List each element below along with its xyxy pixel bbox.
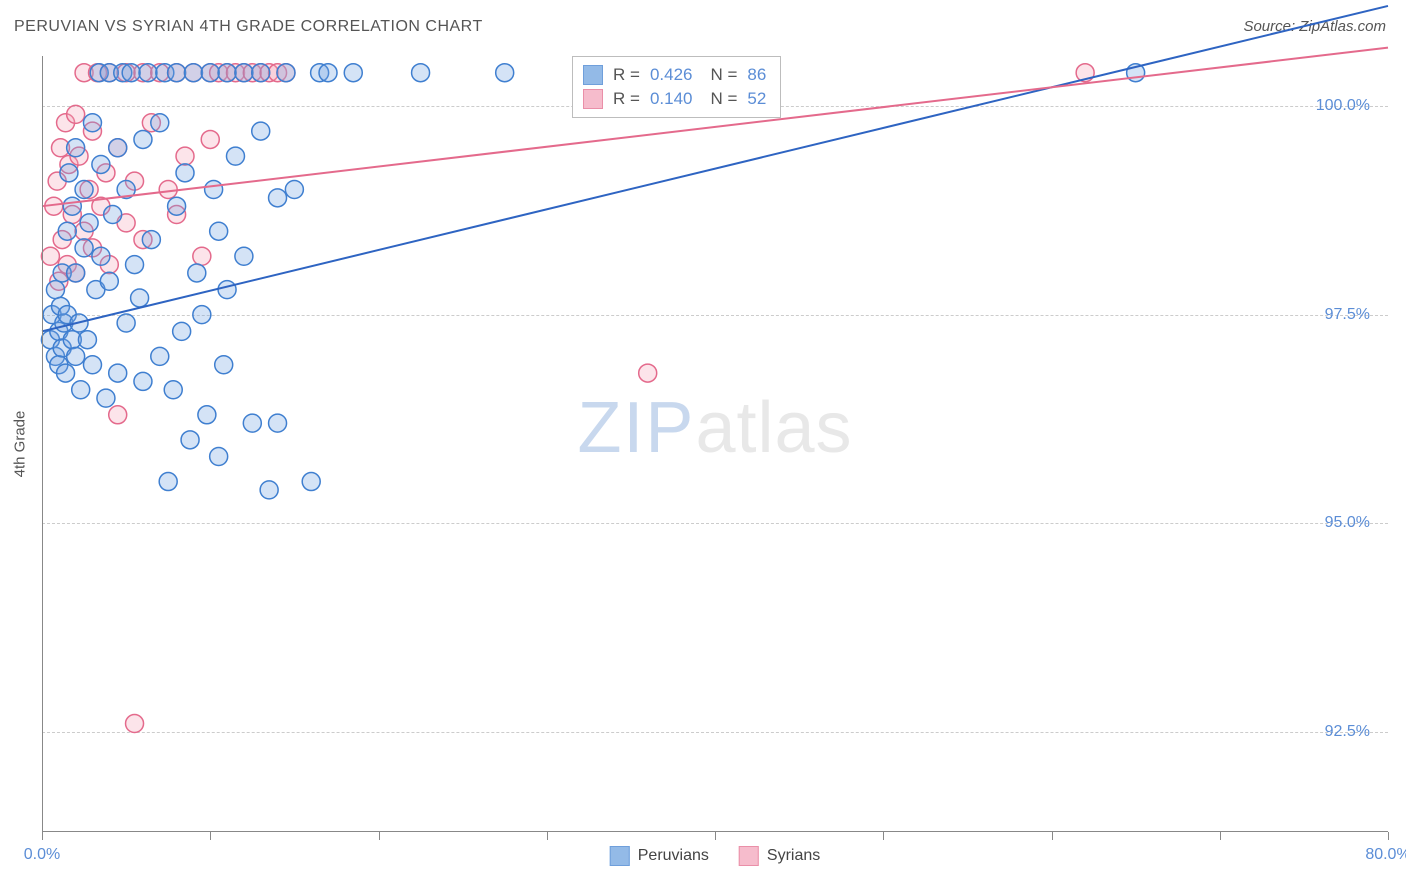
r-value-syrians: 0.140	[650, 89, 693, 109]
legend-label-syrians: Syrians	[767, 847, 820, 865]
legend-item-peruvians: Peruvians	[610, 846, 709, 866]
scatter-series-peruvians	[41, 64, 1144, 499]
n-label: N =	[710, 65, 737, 85]
chart-title: PERUVIAN VS SYRIAN 4TH GRADE CORRELATION…	[14, 18, 483, 36]
legend-item-syrians: Syrians	[739, 846, 820, 866]
y-axis-line	[42, 56, 43, 832]
legend-label-peruvians: Peruvians	[638, 847, 709, 865]
x-tick-label: 0.0%	[24, 846, 60, 864]
n-value-peruvians: 86	[747, 65, 766, 85]
swatch-peruvians	[583, 65, 603, 85]
x-tick-label: 80.0%	[1365, 846, 1406, 864]
r-label: R =	[613, 89, 640, 109]
plot-area	[42, 56, 1388, 832]
y-axis-label: 4th Grade	[12, 411, 29, 478]
correlation-legend: R = 0.426 N = 86 R = 0.140 N = 52	[572, 56, 781, 118]
n-value-syrians: 52	[747, 89, 766, 109]
swatch-peruvians	[610, 846, 630, 866]
scatter-series-syrians	[41, 64, 1094, 733]
swatch-syrians	[583, 89, 603, 109]
n-label: N =	[710, 89, 737, 109]
legend-row-peruvians: R = 0.426 N = 86	[583, 63, 766, 87]
source-attribution: Source: ZipAtlas.com	[1243, 18, 1386, 35]
correlation-chart: 4th Grade ZIPatlas 92.5%95.0%97.5%100.0%…	[42, 56, 1388, 832]
swatch-syrians	[739, 846, 759, 866]
trend-lines	[42, 6, 1388, 331]
legend-row-syrians: R = 0.140 N = 52	[583, 87, 766, 111]
r-value-peruvians: 0.426	[650, 65, 693, 85]
series-legend: Peruvians Syrians	[610, 846, 821, 866]
r-label: R =	[613, 65, 640, 85]
